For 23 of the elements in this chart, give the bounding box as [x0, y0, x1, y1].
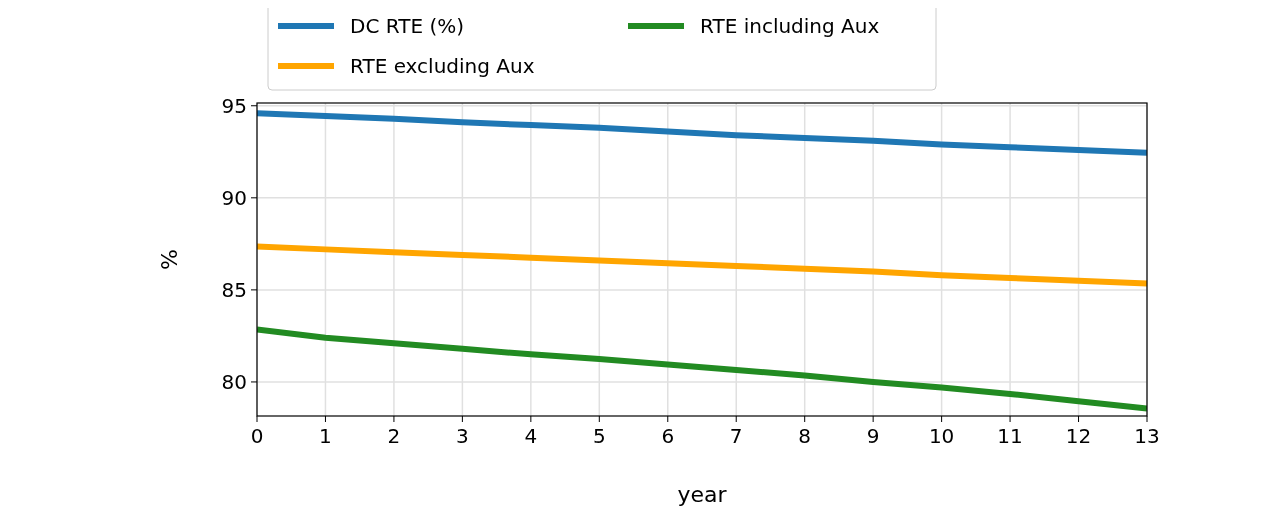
y-axis-title: %	[157, 249, 182, 270]
x-tick-label: 9	[866, 424, 880, 448]
x-tick-label: 2	[387, 424, 401, 448]
x-tick-label: 0	[250, 424, 264, 448]
y-tick-label: 80	[221, 369, 247, 394]
legend-label: DC RTE (%)	[350, 14, 464, 38]
legend-label: RTE excluding Aux	[350, 54, 535, 78]
legend-label: RTE including Aux	[700, 14, 880, 38]
y-tick-label: 90	[221, 185, 247, 210]
y-tick-label: 95	[221, 93, 247, 118]
x-axis-title: year	[677, 482, 728, 507]
x-tick-label: 7	[729, 424, 743, 448]
x-tick-label: 8	[798, 424, 812, 448]
y-tick-label: 85	[221, 277, 247, 302]
x-tick-label: 3	[456, 424, 469, 448]
x-tick-label: 6	[661, 424, 675, 448]
x-tick-label: 1	[319, 424, 332, 448]
x-tick-label: 5	[592, 424, 606, 448]
x-tick-label: 10	[928, 424, 955, 448]
x-tick-label: 13	[1134, 424, 1160, 448]
x-tick-label: 11	[997, 424, 1023, 448]
x-tick-label: 4	[524, 424, 538, 448]
x-tick-label: 12	[1065, 424, 1092, 448]
